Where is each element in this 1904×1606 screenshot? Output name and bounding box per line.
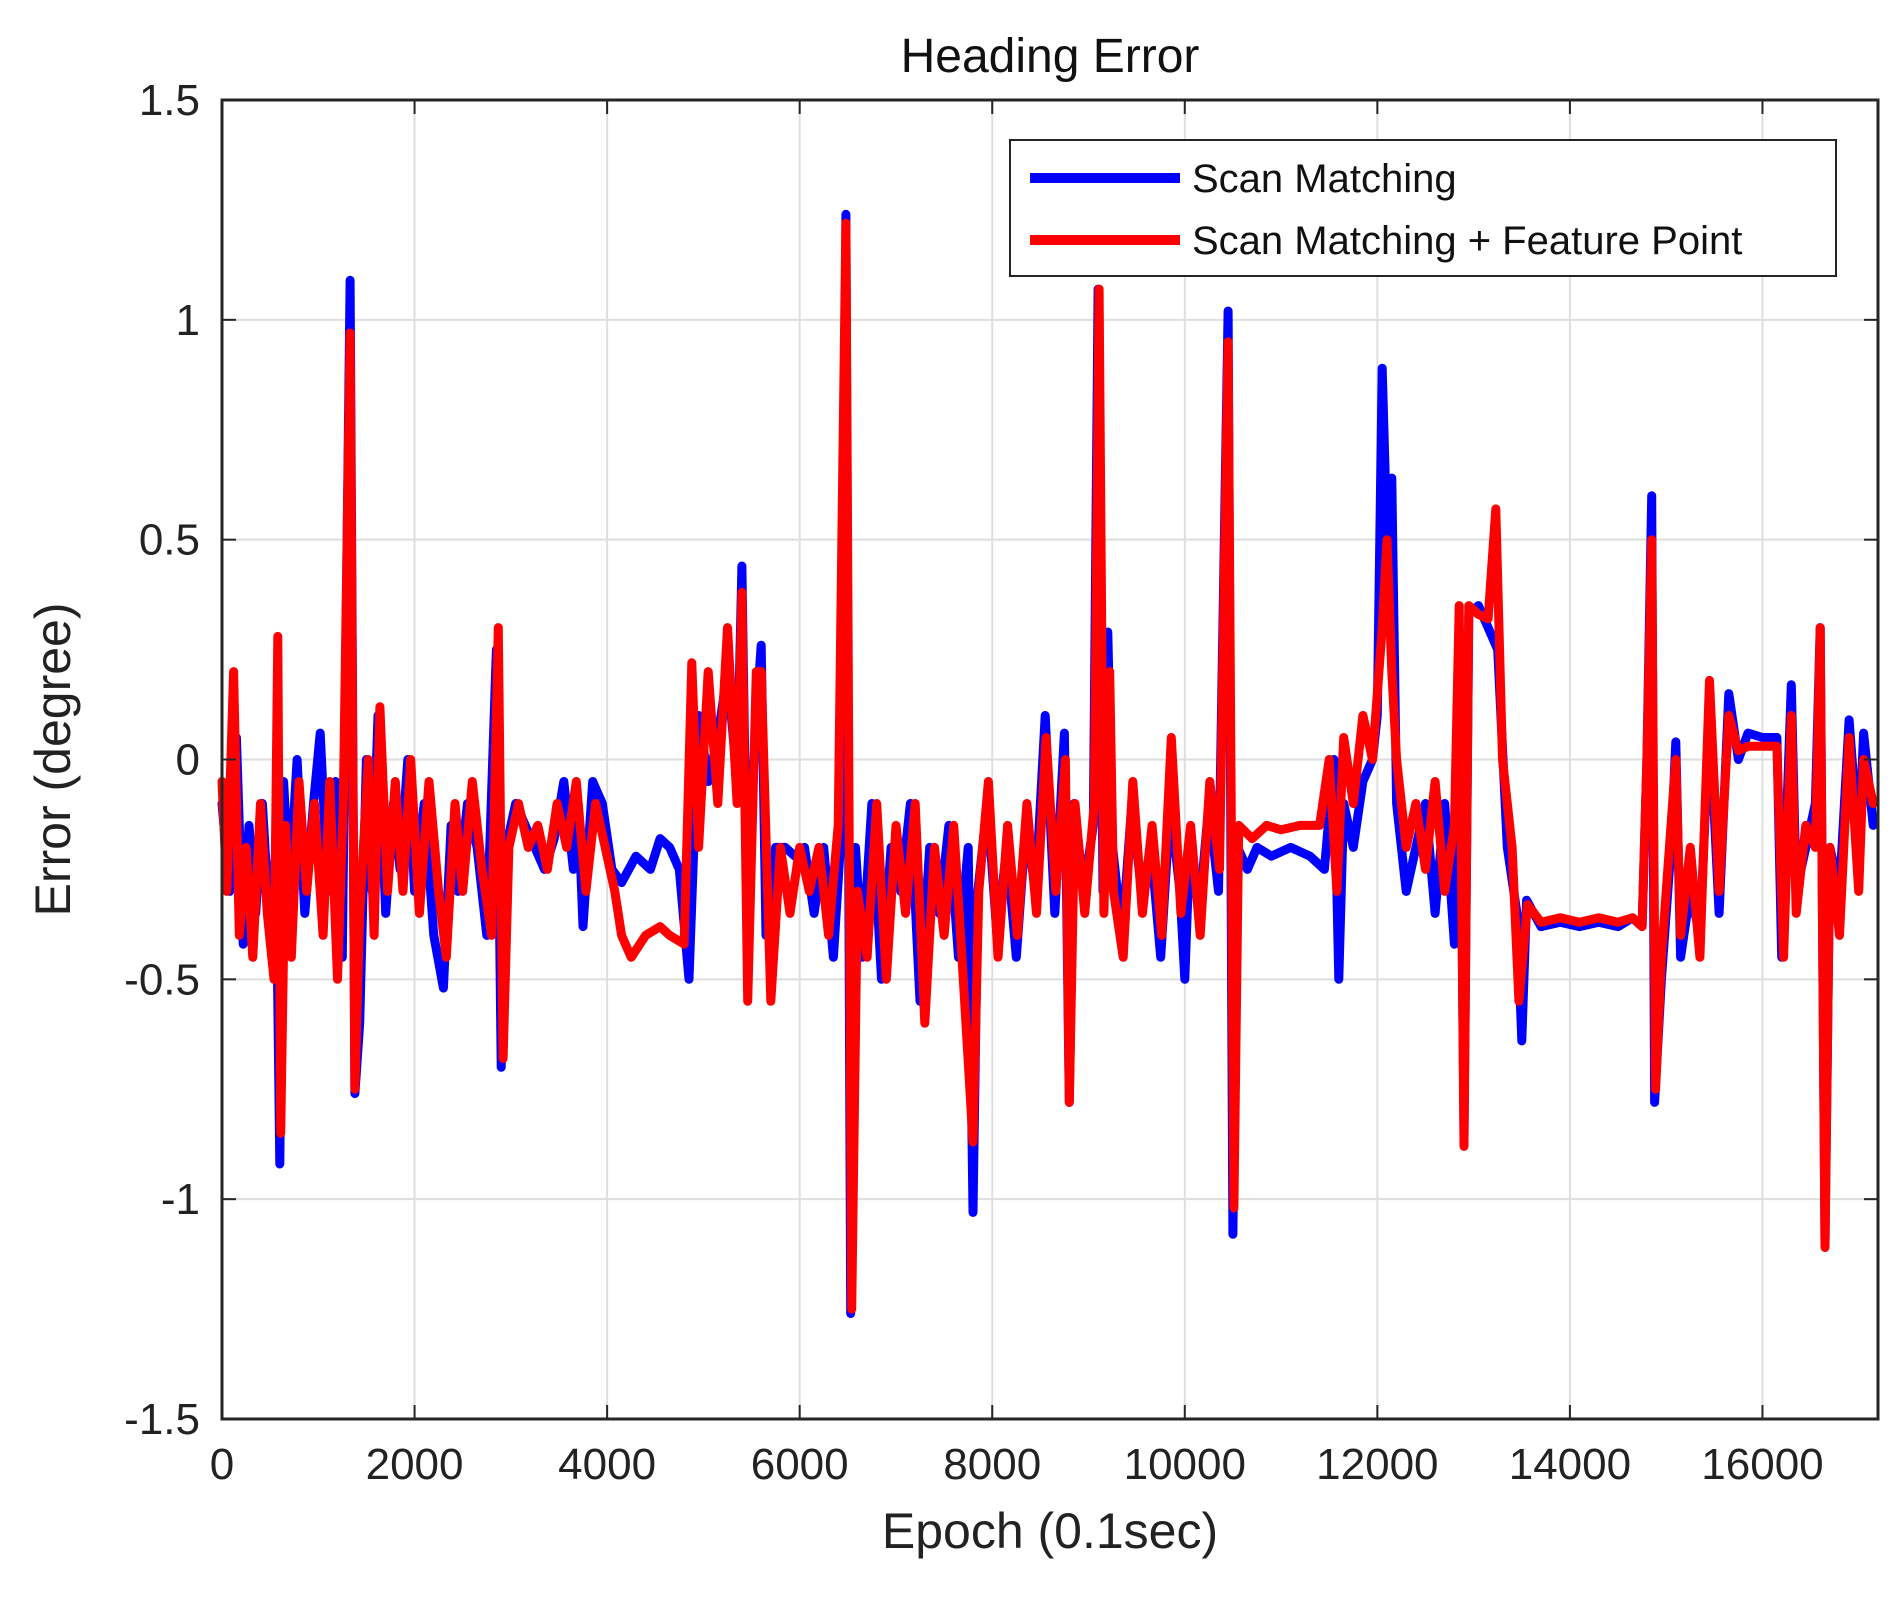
- x-tick-label: 10000: [1124, 1440, 1246, 1489]
- series-layer: [217, 209, 1878, 1318]
- legend-label-scan-matching-feature-point: Scan Matching + Feature Point: [1192, 219, 1742, 263]
- y-tick-label: 1: [176, 296, 200, 345]
- y-tick-label: 0: [176, 736, 200, 785]
- tick-layer: 0 2000 4000 6000 8000 10000 12000 14000 16000 -1.…: [124, 76, 1878, 1489]
- x-tick-label: 14000: [1509, 1440, 1631, 1489]
- y-tick-label: 0.5: [139, 516, 200, 565]
- legend-label-scan-matching: Scan Matching: [1192, 157, 1457, 201]
- x-tick-label: 16000: [1701, 1440, 1823, 1489]
- y-tick-label: 1.5: [139, 76, 200, 125]
- x-tick-label: 4000: [558, 1440, 656, 1489]
- chart-title: Heading Error: [901, 30, 1200, 83]
- y-tick-label: -0.5: [124, 955, 200, 1004]
- series-line-scan-matching-feature-point: [217, 218, 1878, 1314]
- y-tick-label: -1: [161, 1175, 200, 1224]
- legend: Scan Matching Scan Matching + Feature Po…: [1009, 139, 1837, 277]
- x-tick-label: 8000: [943, 1440, 1041, 1489]
- x-tick-label: 0: [210, 1440, 234, 1489]
- x-tick-label: 6000: [751, 1440, 849, 1489]
- y-tick-label: -1.5: [124, 1395, 200, 1444]
- y-axis-title: Error (degree): [25, 603, 81, 917]
- x-tick-label: 12000: [1316, 1440, 1438, 1489]
- x-axis-title: Epoch (0.1sec): [882, 1503, 1218, 1559]
- legend-box: [1009, 139, 1837, 277]
- x-tick-label: 2000: [366, 1440, 464, 1489]
